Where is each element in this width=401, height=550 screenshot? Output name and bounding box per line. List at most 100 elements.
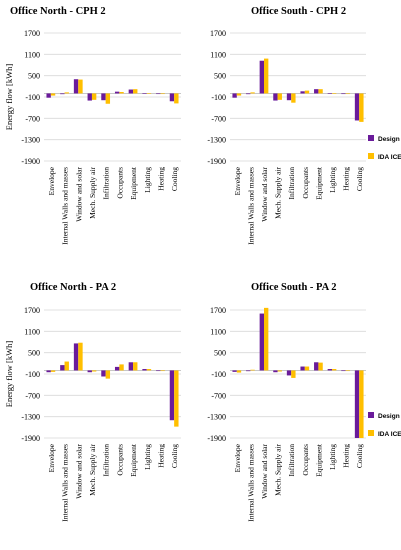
bar-design-builder [354, 370, 360, 438]
category-label: Envelope [233, 443, 242, 472]
bar-design-builder [286, 370, 292, 376]
bar-design-builder [286, 93, 292, 101]
bar-design-builder [156, 370, 161, 372]
category-label: Window and solar [260, 443, 269, 498]
y-tick-label: 500 [214, 72, 226, 81]
y-tick-label: 1100 [24, 50, 40, 59]
bar-ida-ice [78, 342, 83, 371]
legend-label: Design Builder [378, 413, 401, 420]
bar-design-builder [114, 91, 120, 94]
bar-ida-ice [174, 370, 179, 427]
category-label: Lighting [328, 167, 337, 193]
category-label: Equipment [129, 443, 138, 477]
category-label: Internal Walls and masses [61, 167, 70, 245]
legend-label: IDA ICE [378, 154, 401, 161]
category-label: Occupants [301, 167, 310, 199]
bar-ida-ice [236, 93, 242, 96]
category-label: Cooling [355, 444, 364, 468]
chart-title: Office South - PA 2 [251, 282, 337, 293]
bar-ida-ice [264, 307, 269, 371]
category-label: Heating [156, 167, 165, 191]
y-tick-label: -1900 [207, 157, 226, 166]
y-tick-label: -1900 [21, 157, 40, 166]
y-axis-label: Energy flow [kWh] [4, 341, 14, 408]
bar-ida-ice [146, 93, 152, 94]
bar-design-builder [314, 89, 319, 94]
y-tick-label: 1100 [210, 327, 226, 336]
bar-ida-ice [91, 93, 97, 100]
category-label: Internal Walls and masses [61, 444, 70, 522]
bar-ida-ice [64, 92, 69, 94]
category-label: Envelope [47, 166, 56, 195]
bar-design-builder [169, 370, 175, 421]
category-label: Window and solar [74, 166, 83, 221]
y-tick-label: 1100 [210, 50, 226, 59]
bar-design-builder [114, 366, 120, 371]
y-tick-label: -700 [211, 114, 226, 123]
bar-ida-ice [50, 370, 56, 372]
y-tick-label: 1700 [210, 306, 226, 315]
bar-design-builder [341, 370, 346, 372]
legend-label: Design Builder [378, 136, 401, 143]
category-label: Lighting [328, 444, 337, 470]
category-label: Cooling [170, 444, 179, 468]
bar-ida-ice [160, 370, 165, 372]
bar-design-builder [60, 93, 65, 95]
legend-swatch-design-builder [368, 412, 374, 418]
bar-ida-ice [133, 89, 138, 94]
bar-design-builder [101, 370, 106, 377]
y-tick-label: -1900 [207, 434, 226, 443]
bar-ida-ice [50, 93, 56, 96]
bar-design-builder [300, 91, 305, 94]
category-label: Heating [342, 444, 351, 468]
bar-design-builder [60, 365, 65, 371]
y-tick-label: 1700 [24, 306, 40, 315]
bar-design-builder [87, 370, 92, 373]
chart-title: Office South - CPH 2 [251, 6, 346, 17]
bar-ida-ice [304, 366, 310, 371]
bar-design-builder [232, 370, 237, 372]
bar-design-builder [142, 369, 147, 371]
bar-ida-ice [332, 369, 337, 371]
y-tick-label: -700 [25, 114, 40, 123]
bar-ida-ice [78, 79, 83, 94]
bar-design-builder [300, 366, 305, 371]
bar-design-builder [73, 343, 79, 371]
bar-ida-ice [160, 93, 165, 95]
category-label: Infiltration [287, 444, 296, 477]
bar-design-builder [354, 93, 360, 121]
category-label: Internal Walls and masses [246, 167, 255, 245]
bar-ida-ice [64, 361, 69, 371]
legend-swatch-design-builder [368, 135, 374, 141]
category-label: Equipment [129, 166, 138, 200]
bar-ida-ice [264, 58, 269, 94]
bar-ida-ice [250, 92, 255, 94]
category-label: Mech. Supply air [88, 167, 97, 219]
y-tick-label: -100 [25, 370, 40, 379]
category-label: Internal Walls and masses [246, 444, 255, 522]
bar-design-builder [327, 93, 332, 94]
category-label: Heating [342, 167, 351, 191]
category-label: Window and solar [260, 166, 269, 221]
category-label: Cooling [355, 167, 364, 191]
bar-design-builder [128, 89, 134, 94]
category-label: Infiltration [102, 444, 111, 477]
y-tick-label: -100 [25, 93, 40, 102]
y-tick-label: 1700 [210, 29, 226, 38]
category-label: Lighting [143, 444, 152, 470]
chart-title: Office North - PA 2 [30, 282, 116, 293]
bar-ida-ice [146, 369, 152, 371]
bar-ida-ice [359, 370, 364, 438]
bar-design-builder [246, 370, 251, 372]
bar-design-builder [142, 93, 147, 94]
category-label: Envelope [233, 166, 242, 195]
y-tick-label: 500 [28, 72, 40, 81]
bar-design-builder [259, 313, 264, 371]
y-tick-label: -1900 [21, 434, 40, 443]
category-label: Equipment [314, 166, 323, 200]
bar-ida-ice [236, 370, 242, 373]
bar-ida-ice [304, 90, 310, 94]
category-label: Occupants [115, 167, 124, 199]
bar-design-builder [273, 93, 278, 101]
category-label: Mech. Supply air [88, 444, 97, 496]
